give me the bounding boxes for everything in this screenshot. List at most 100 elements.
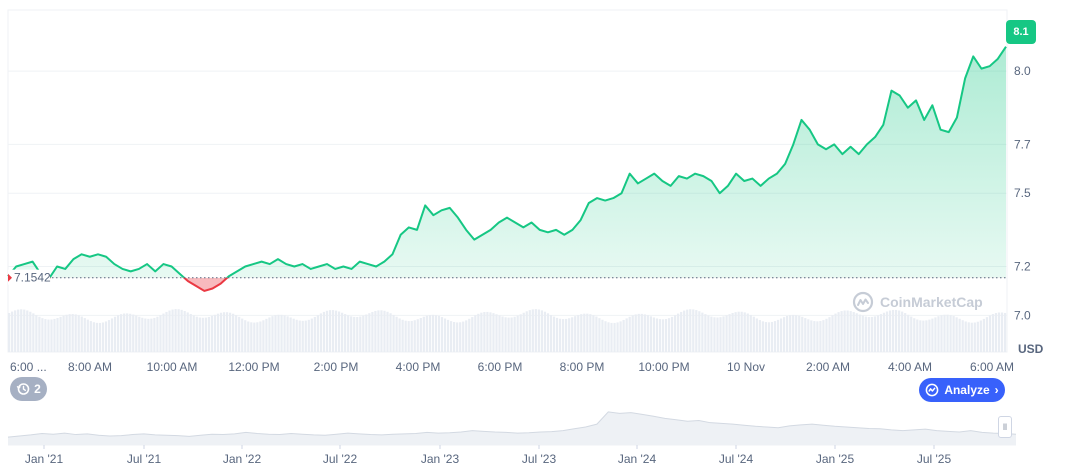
volume-bar xyxy=(886,311,888,352)
volume-bar xyxy=(32,313,34,352)
analyze-label: Analyze xyxy=(944,383,989,397)
volume-bar xyxy=(465,320,467,352)
volume-bar xyxy=(765,322,767,352)
volume-bar xyxy=(196,317,198,352)
y-axis: 7.07.27.57.78.0 xyxy=(1014,64,1031,322)
volume-bar xyxy=(635,314,637,352)
volume-bar xyxy=(592,315,594,352)
volume-bar xyxy=(217,314,219,352)
volume-bar xyxy=(541,310,543,352)
volume-bar xyxy=(965,321,967,352)
volume-bar xyxy=(314,317,316,352)
volume-bar xyxy=(801,317,803,352)
volume-bar xyxy=(371,312,373,352)
volume-bar xyxy=(99,323,101,352)
volume-bar xyxy=(710,317,712,352)
volume-bar xyxy=(780,319,782,352)
volume-bar xyxy=(41,318,43,352)
volume-bar xyxy=(610,323,612,352)
watermark: CoinMarketCap xyxy=(852,291,983,313)
volume-bar xyxy=(862,316,864,352)
volume-bar xyxy=(574,316,576,352)
volume-bar xyxy=(974,322,976,352)
volume-bar xyxy=(123,314,125,352)
history-button[interactable]: 2 xyxy=(10,377,47,401)
volume-bar xyxy=(738,312,740,352)
volume-bar xyxy=(759,320,761,352)
volume-bar xyxy=(901,312,903,352)
volume-bar xyxy=(695,310,697,352)
volume-bar xyxy=(486,312,488,352)
volume-bar xyxy=(199,317,201,352)
volume-bar xyxy=(841,311,843,352)
volume-bar xyxy=(405,321,407,352)
volume-bar xyxy=(96,323,98,352)
analyze-button[interactable]: Analyze › xyxy=(919,378,1005,402)
volume-bar xyxy=(577,315,579,352)
x-tick-label: 4:00 PM xyxy=(396,360,441,374)
volume-bar xyxy=(925,320,927,352)
volume-bar xyxy=(962,320,964,352)
volume-bar xyxy=(850,311,852,352)
volume-bar xyxy=(656,318,658,352)
volume-bar xyxy=(253,323,255,352)
volume-bar xyxy=(168,311,170,352)
volume-bar xyxy=(459,322,461,352)
volume-bar xyxy=(141,318,143,352)
volume-bar xyxy=(514,317,516,352)
volume-bar xyxy=(389,313,391,352)
volume-bar xyxy=(701,313,703,352)
history-count: 2 xyxy=(34,382,41,396)
volume-bar xyxy=(8,313,10,352)
volume-bar xyxy=(202,318,204,352)
volume-bar xyxy=(480,313,482,352)
volume-bar xyxy=(223,312,225,352)
volume-bar xyxy=(571,317,573,352)
volume-bar xyxy=(1001,312,1003,352)
volume-bar xyxy=(356,317,358,352)
x-tick-label: 12:00 PM xyxy=(228,360,279,374)
volume-bar xyxy=(290,317,292,352)
volume-bar xyxy=(837,312,839,352)
volume-bar xyxy=(504,317,506,352)
x-tick-label: 4:00 AM xyxy=(888,360,932,374)
volume-bar xyxy=(495,314,497,352)
volume-bar xyxy=(626,318,628,352)
volume-bar xyxy=(268,317,270,352)
volume-bar xyxy=(156,317,158,352)
volume-bar xyxy=(834,314,836,352)
volume-bar xyxy=(102,322,104,352)
volume-bar xyxy=(126,313,128,352)
volume-bar xyxy=(38,317,40,352)
volume-bar xyxy=(807,319,809,352)
volume-bar xyxy=(220,313,222,352)
volume-bar xyxy=(853,312,855,352)
volume-bar xyxy=(111,318,113,352)
volume-bar xyxy=(747,313,749,352)
overview-drag-handle[interactable]: ll xyxy=(998,416,1012,438)
volume-bar xyxy=(193,315,195,352)
volume-bar xyxy=(335,311,337,352)
volume-bar xyxy=(904,313,906,352)
volume-bar xyxy=(562,319,564,352)
volume-bar xyxy=(402,320,404,352)
volume-bar xyxy=(171,310,173,352)
volume-bar xyxy=(810,320,812,352)
volume-bar xyxy=(768,322,770,352)
volume-bar xyxy=(26,310,28,352)
volume-bar xyxy=(895,310,897,352)
volume-bar xyxy=(274,315,276,352)
volume-bar xyxy=(108,320,110,352)
volume-bar xyxy=(856,313,858,352)
volume-bar xyxy=(23,310,25,352)
overview-x-label: Jul '25 xyxy=(917,452,952,466)
volume-bar xyxy=(311,319,313,352)
volume-bar xyxy=(438,316,440,352)
volume-bar xyxy=(553,317,555,352)
volume-bar xyxy=(329,310,331,352)
overview-x-label: Jan '23 xyxy=(421,452,460,466)
volume-bar xyxy=(550,315,552,352)
